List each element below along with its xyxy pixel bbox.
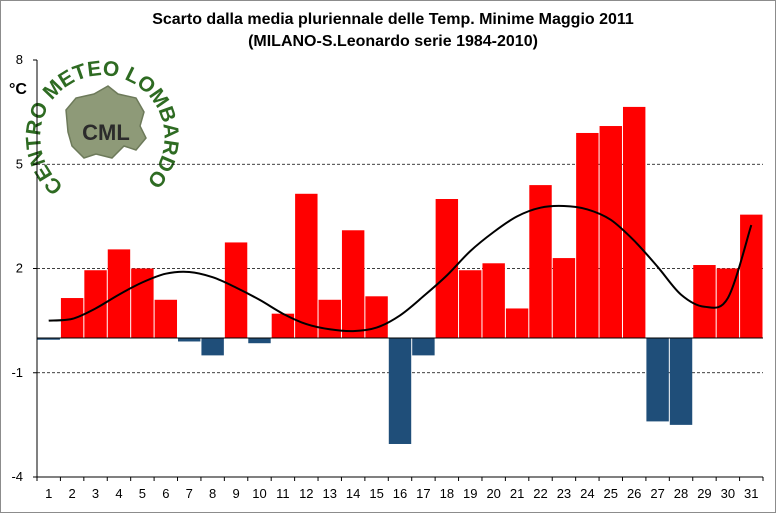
bar-day-21 (505, 308, 529, 338)
x-tick-label: 5 (139, 486, 146, 501)
x-tick-label: 31 (744, 486, 758, 501)
bar-day-10 (248, 338, 271, 344)
x-tick-label: 25 (604, 486, 618, 501)
x-tick-label: 28 (674, 486, 688, 501)
x-tick-label: 19 (463, 486, 477, 501)
chart-title: Scarto dalla media pluriennale delle Tem… (152, 11, 634, 50)
bar-day-28 (669, 338, 693, 425)
bar-day-1 (37, 338, 60, 340)
y-tick-label: 2 (16, 261, 23, 276)
bar-day-31 (740, 214, 763, 338)
bar-day-27 (646, 338, 669, 422)
x-tick-label: 8 (209, 486, 216, 501)
x-tick-label: 22 (533, 486, 547, 501)
x-tick-label: 1 (45, 486, 52, 501)
x-tick-label: 21 (510, 486, 524, 501)
bar-day-8 (201, 338, 224, 356)
x-tick-label: 10 (252, 486, 266, 501)
bar-day-15 (365, 296, 388, 338)
x-tick-label: 24 (580, 486, 594, 501)
x-tick-label: 9 (232, 486, 239, 501)
bar-day-20 (482, 263, 505, 338)
logo-core-text: CML (82, 120, 130, 145)
bar-day-24 (576, 132, 599, 338)
bar-day-12 (295, 193, 318, 338)
bar-day-9 (224, 242, 248, 338)
bar-day-7 (178, 338, 201, 342)
bar-day-22 (529, 185, 552, 338)
x-tick-label: 18 (440, 486, 454, 501)
chart-title-line-2: (MILANO-S.Leonardo serie 1984-2010) (248, 33, 538, 50)
x-tick-label: 3 (92, 486, 99, 501)
bar-day-6 (154, 299, 178, 338)
bar-day-16 (388, 338, 412, 444)
bar-day-11 (271, 313, 295, 338)
bar-day-13 (318, 299, 341, 338)
x-tick-label: 12 (299, 486, 313, 501)
x-tick-label: 13 (323, 486, 337, 501)
cml-logo-watermark: CML CENTRO METEO LOMBARDO (22, 57, 183, 199)
bar-day-19 (459, 270, 482, 338)
bar-day-26 (622, 106, 646, 338)
x-tick-label: 4 (115, 486, 122, 501)
x-tick-label: 2 (69, 486, 76, 501)
chart-title-line-1: Scarto dalla media pluriennale delle Tem… (152, 11, 634, 28)
x-tick-label: 16 (393, 486, 407, 501)
x-tick-label: 11 (276, 486, 290, 501)
x-tick-label: 30 (721, 486, 735, 501)
trend-curve (48, 204, 753, 333)
trend-line (48, 204, 753, 333)
lombardy-map-icon (65, 85, 147, 159)
bar-day-18 (435, 199, 459, 338)
x-tick-label: 26 (627, 486, 641, 501)
y-tick-label: -4 (11, 469, 23, 484)
x-tick-label: 7 (186, 486, 193, 501)
x-tick-label: 17 (416, 486, 430, 501)
x-tick-label: 29 (697, 486, 711, 501)
y-tick-label: -1 (11, 365, 23, 380)
y-tick-label: 5 (16, 156, 23, 171)
bar-day-23 (552, 258, 576, 338)
x-tick-label: 15 (369, 486, 383, 501)
bar-day-14 (341, 230, 365, 338)
bar-day-25 (599, 126, 622, 339)
bar-day-3 (84, 270, 107, 338)
axes (33, 59, 764, 481)
x-tick-label: 6 (162, 486, 169, 501)
x-tick-label: 23 (557, 486, 571, 501)
x-tick-label: 27 (650, 486, 664, 501)
bar-day-29 (693, 265, 716, 338)
y-tick-labels: 8 5 2 -1 -4 (11, 52, 23, 484)
x-tick-label: 20 (486, 486, 500, 501)
y-tick-label: 8 (16, 52, 23, 67)
bar-day-17 (412, 338, 435, 356)
x-tick-label: 14 (346, 486, 360, 501)
x-tick-labels: 1 2 3 4 5 6 7 8 9 10 11 12 13 14 15 16 17 18 19 20 21 22 23 24 2… (45, 486, 758, 501)
bars (37, 106, 763, 444)
y-axis-unit-label: °C (9, 81, 27, 98)
